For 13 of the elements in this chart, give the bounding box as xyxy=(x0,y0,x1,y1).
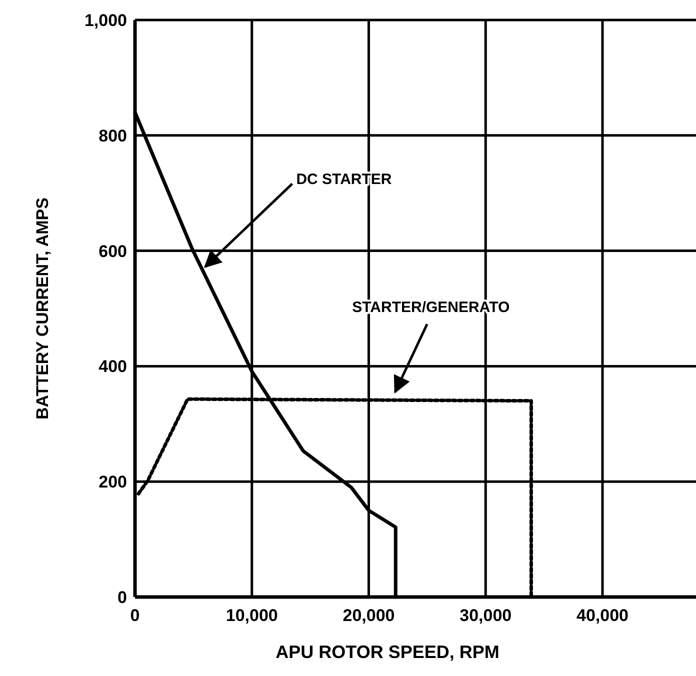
y-tick-label: 200 xyxy=(98,472,127,492)
x-tick-label: 20,000 xyxy=(342,606,395,625)
x-tick-label: 0 xyxy=(130,606,140,625)
x-tick-label: 30,000 xyxy=(460,606,512,625)
x-axis-title: APU ROTOR SPEED, RPM xyxy=(276,642,500,662)
y-tick-label: 1,000 xyxy=(84,10,127,30)
y-tick-label: 600 xyxy=(98,242,127,261)
y-tick-label: 800 xyxy=(98,126,127,146)
y-axis-title: BATTERY CURRENT, AMPS xyxy=(33,198,52,420)
x-tick-label: 10,000 xyxy=(226,606,278,625)
y-tick-label: 0 xyxy=(118,588,127,607)
x-tick-label: 40,000 xyxy=(576,606,628,625)
y-tick-label: 400 xyxy=(98,357,127,376)
